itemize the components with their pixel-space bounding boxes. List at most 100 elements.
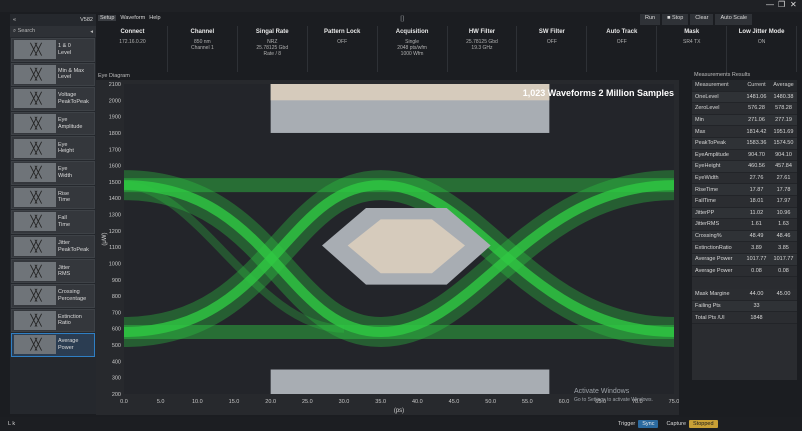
results-cell: FallTime (695, 198, 716, 205)
setting-column[interactable]: Low Jitter Mode ON (727, 26, 798, 72)
collapse-icon[interactable]: « (13, 17, 17, 23)
setting-title: Singal Rate (255, 29, 289, 35)
setting-column[interactable]: SW Filter OFF (517, 26, 588, 72)
results-gap (692, 277, 797, 290)
sidebar-item[interactable]: ╳╳ Voltage PeakToPeak (11, 87, 95, 111)
sidebar-item-label: Crossing Percentage (58, 289, 87, 302)
results-cell: 17.78 (776, 186, 791, 193)
setting-column[interactable]: Mask SR4 TX (657, 26, 728, 72)
mask-center-inner (347, 219, 465, 274)
setting-column[interactable]: Acquisition Single 2048 pts/wfm 1000 Wfm (378, 26, 448, 72)
search-box[interactable]: ⌕ Search ◂ (10, 26, 96, 37)
results-cell: 11.02 (749, 209, 764, 216)
x-tick-label: 35.0 (375, 399, 386, 405)
x-tick-label: 50.0 (485, 399, 496, 405)
sidebar-item[interactable]: ╳╳ Extinction Ratio (11, 308, 95, 333)
minimize-icon[interactable]: — (766, 0, 774, 9)
results-cell: JitterRMS (695, 221, 720, 228)
results-row: OneLevel 1481.06 1480.38 (692, 91, 797, 104)
results-cell: ZeroLevel (695, 105, 720, 112)
setting-column[interactable]: HW Filter 25.78125 Gbd 19.3 GHz (448, 26, 518, 72)
setting-column[interactable]: Channel 850 nm Channel 1 (168, 26, 238, 72)
measurement-sidebar: « V582 ⌕ Search ◂ ╳╳ 1 & 0 Level ╳╳ Min & M… (10, 14, 96, 414)
sidebar-item[interactable]: ╳╳ Fall Time (11, 210, 95, 234)
sidebar-item-label: Eye Height (58, 141, 74, 155)
menu-help[interactable]: Help (149, 15, 161, 21)
clear-button[interactable]: Clear (690, 14, 714, 25)
camera-icon[interactable]: ⌷ (400, 14, 405, 23)
chevron-left-icon[interactable]: ◂ (90, 28, 93, 35)
autoscale-button[interactable]: Auto Scale (715, 14, 753, 25)
results-cell: 1574.50 (773, 140, 794, 147)
results-header: Measurement Current Average (692, 80, 797, 92)
sidebar-item[interactable]: ╳╳ Eye Amplitude (11, 111, 95, 136)
results-cell: 3.89 (751, 244, 762, 251)
setting-column[interactable]: Auto Track OFF (587, 26, 658, 72)
sidebar-item-label: Min & Max Level (58, 67, 84, 81)
y-tick-label: 300 (112, 376, 121, 382)
status-bar: L k Trigger Sync Capture Stopped (0, 417, 802, 431)
menu-waveform[interactable]: Waveform (120, 15, 146, 21)
results-cell: 904.10 (775, 151, 792, 158)
menu-setup[interactable]: Setup (98, 15, 117, 21)
results-cell: 1480.38 (773, 93, 794, 100)
results-row: Min 271.06 277.19 (692, 114, 797, 127)
menu-bar: Setup Waveform Help (98, 15, 161, 21)
eye-pattern-icon: ╳╳ (14, 114, 56, 134)
results-cell: Average Power (695, 267, 733, 274)
sidebar-list: ╳╳ 1 & 0 Level ╳╳ Min & Max Level ╳╳ Voltage … (10, 38, 96, 357)
sidebar-item-label: Jitter RMS (58, 264, 71, 278)
sidebar-item[interactable]: ╳╳ Min & Max Level (11, 62, 95, 87)
setting-value: 850 nm Channel 1 (190, 39, 214, 51)
setting-column[interactable]: Pattern Lock OFF (308, 26, 378, 72)
setting-title: Auto Track (606, 29, 638, 35)
eye-pattern-icon: ╳╳ (14, 261, 56, 281)
sidebar-item[interactable]: ╳╳ Rise Time (11, 185, 95, 210)
results-cell: 45.00 (776, 291, 791, 298)
results-cell: 1.61 (751, 221, 762, 228)
results-cell: 1848 (750, 314, 763, 321)
sidebar-item[interactable]: ╳╳ Jitter RMS (11, 259, 95, 283)
results-cell: Failing Pts (695, 302, 721, 309)
sync-badge[interactable]: Sync (638, 420, 659, 428)
results-cell: 17.97 (776, 198, 791, 205)
stop-button[interactable]: ■ Stop (662, 14, 689, 25)
results-cell: 457.84 (775, 163, 792, 170)
results-cell: 1481.06 (746, 93, 767, 100)
y-tick-label: 1300 (109, 213, 121, 219)
setting-value: ON (757, 39, 766, 45)
eye-trace-rise-core (123, 180, 675, 338)
setting-column[interactable]: Connect 172.16.0.20 (98, 26, 168, 72)
results-row: JitterRMS 1.61 1.63 (692, 219, 797, 231)
title-bar: — ❐ ✕ (0, 0, 802, 12)
sidebar-item[interactable]: ╳╳ Eye Height (11, 136, 95, 160)
eye-diagram-plot[interactable]: 2100 2000 1900 1800 1700 1600 1500 1400 1300 1200… (96, 80, 679, 415)
sidebar-item[interactable]: ╳╳ Crossing Percentage (11, 283, 95, 308)
sidebar-item[interactable]: ╳╳ 1 & 0 Level (11, 38, 95, 62)
results-cell: 48.46 (776, 233, 791, 240)
y-tick-label: 600 (112, 327, 121, 333)
mask-bottom (270, 369, 550, 394)
search-label: Search (17, 28, 36, 34)
results-row: FallTime 18.01 17.97 (692, 195, 797, 208)
sidebar-item-label: Eye Width (58, 166, 73, 179)
setting-title: Channel (190, 29, 215, 35)
stopped-badge[interactable]: Stopped (689, 420, 718, 428)
results-row: Max 1814.42 1951.69 (692, 126, 797, 138)
maximize-icon[interactable]: ❐ (778, 0, 786, 9)
x-tick-label: 60.0 (559, 399, 570, 405)
setting-value: 172.16.0.20 (119, 39, 146, 45)
sidebar-item[interactable]: ╳╳ Jitter PeakToPeak (11, 234, 95, 259)
setting-column[interactable]: Singal Rate NRZ 25.78125 Gbd Rate / 8 (238, 26, 308, 72)
device-model: V582 (80, 17, 93, 23)
results-title: Measurements Results (694, 72, 751, 78)
setting-value: OFF (546, 39, 557, 45)
run-button[interactable]: Run (640, 14, 661, 25)
sidebar-item[interactable]: ╳╳ Eye Width (11, 160, 95, 185)
results-cell: 460.56 (748, 163, 765, 170)
close-icon[interactable]: ✕ (790, 0, 797, 9)
y-tick-label: 1100 (109, 245, 121, 251)
sidebar-item-label: 1 & 0 Level (58, 43, 72, 56)
sidebar-item[interactable]: ╳╳ Average Power (11, 333, 95, 357)
activate-windows-watermark: Activate Windows Go to Settings to activ… (574, 388, 653, 404)
